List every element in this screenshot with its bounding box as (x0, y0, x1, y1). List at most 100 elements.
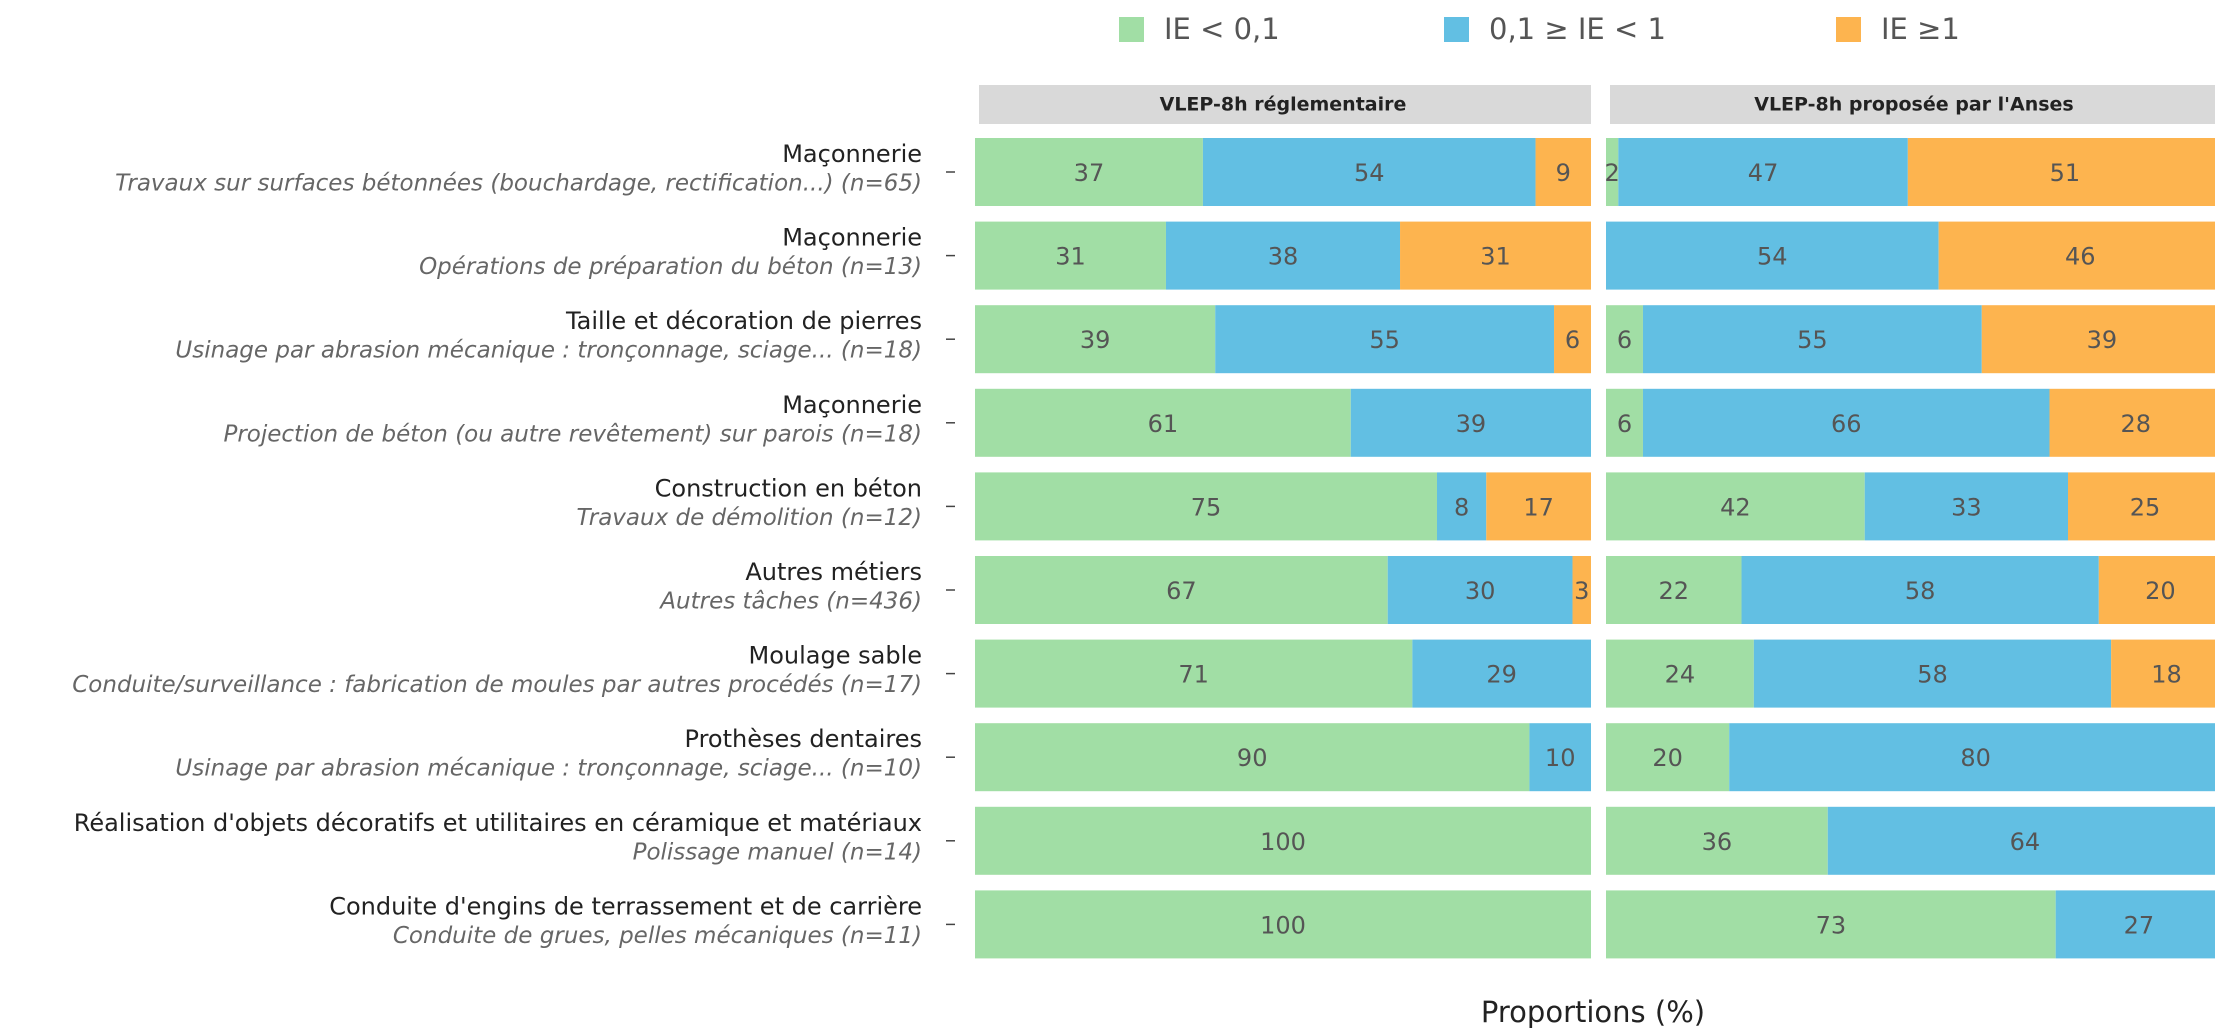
category-detail: Conduite/surveillance : fabrication de m… (72, 672, 922, 698)
bar-segment (1642, 388, 2050, 457)
bar-segment (2068, 472, 2215, 541)
bar-value-label: 20 (2145, 577, 2176, 605)
bar-value-label: 46 (2065, 243, 2096, 271)
bar-value-label: 39 (2087, 326, 2118, 354)
bar-value-label: 28 (2120, 410, 2151, 438)
bar-value-label: 30 (1465, 577, 1496, 605)
bar-segment (1165, 221, 1401, 290)
bar-value-label: 75 (1191, 493, 1222, 521)
bar-segment (1642, 305, 1982, 374)
legend-label: 0,1 ≥ IE < 1 (1489, 12, 1666, 46)
category-label: Construction en béton (655, 474, 922, 502)
bar-segment (975, 388, 1351, 457)
bar-value-label: 6 (1617, 326, 1632, 354)
facet-strip (979, 85, 1591, 124)
legend-swatch (1444, 17, 1469, 42)
bar-value-label: 25 (2130, 493, 2161, 521)
bar-value-label: 61 (1148, 410, 1179, 438)
bar-value-label: 6 (1565, 326, 1580, 354)
bar-segment (1554, 305, 1591, 374)
bar-value-label: 58 (1917, 661, 1948, 689)
bar-value-label: 10 (1545, 744, 1576, 772)
bar-value-label: 17 (1523, 493, 1554, 521)
category-label: Maçonnerie (782, 391, 922, 419)
bar-value-label: 66 (1831, 410, 1862, 438)
bar-segment (1606, 723, 1730, 792)
bar-segment (975, 472, 1437, 541)
bar-value-label: 9 (1556, 159, 1571, 187)
bar-segment (1606, 221, 1939, 290)
bar-value-label: 8 (1454, 493, 1469, 521)
category-detail: Opérations de préparation du béton (n=13… (419, 254, 922, 280)
category-label: Maçonnerie (782, 140, 922, 168)
bar-value-label: 22 (1658, 577, 1689, 605)
x-axis-label: Proportions (%) (1481, 995, 1705, 1029)
bar-value-label: 54 (1354, 159, 1385, 187)
bar-segment (1529, 723, 1591, 792)
bar-value-label: 51 (2050, 159, 2081, 187)
category-detail: Polissage manuel (n=14) (633, 839, 922, 865)
bar-value-label: 37 (1074, 159, 1105, 187)
category-detail: Travaux de démolition (n=12) (576, 505, 922, 531)
bar-value-label: 20 (1652, 744, 1683, 772)
bar-segment (975, 305, 1216, 374)
bar-segment (1400, 221, 1591, 290)
facet-title: VLEP-8h proposée par l'Anses (1754, 94, 2073, 116)
bar-segment (1606, 138, 1619, 206)
bar-segment (975, 556, 1388, 624)
legend-swatch (1836, 17, 1861, 42)
bar-value-label: 31 (1480, 243, 1511, 271)
bar-segment (1202, 138, 1536, 206)
category-detail: Projection de béton (ou autre revêtement… (223, 421, 922, 447)
bar-segment (1606, 556, 1742, 624)
bar-value-label: 55 (1369, 326, 1400, 354)
bar-segment (1938, 221, 2215, 290)
bar-value-label: 39 (1456, 410, 1487, 438)
legend-swatch (1119, 17, 1144, 42)
bar-segment (975, 890, 1591, 959)
bar-value-label: 38 (1268, 243, 1299, 271)
bar-segment (1606, 472, 1865, 541)
bar-value-label: 24 (1665, 661, 1696, 689)
bar-value-label: 64 (2010, 828, 2041, 856)
bar-segment (1350, 388, 1591, 457)
legend-label: IE ≥1 (1881, 12, 1960, 46)
bar-segment (1412, 639, 1591, 708)
bar-segment (2055, 890, 2215, 959)
bar-segment (975, 639, 1413, 708)
bar-segment (1215, 305, 1555, 374)
bar-segment (2111, 639, 2215, 708)
category-detail: Autres tâches (n=436) (658, 589, 922, 615)
category-label: Autres métiers (745, 558, 922, 586)
bar-segment (1437, 472, 1487, 541)
bar-value-label: 3 (1574, 577, 1589, 605)
category-label: Moulage sable (749, 642, 922, 670)
bar-segment (1535, 138, 1591, 206)
bar-value-label: 73 (1816, 911, 1847, 939)
category-detail: Travaux sur surfaces bétonnées (bouchard… (115, 171, 922, 197)
bar-segment (1741, 556, 2099, 624)
bar-segment (975, 806, 1591, 875)
bar-segment (975, 221, 1166, 290)
bar-segment (1753, 639, 2112, 708)
bar-segment (1572, 556, 1591, 624)
bar-segment (975, 723, 1530, 792)
bar-segment (1606, 806, 1828, 875)
bar-value-label: 27 (2124, 911, 2155, 939)
bar-value-label: 100 (1260, 828, 1306, 856)
bar-value-label: 47 (1748, 159, 1779, 187)
bar-value-label: 80 (1960, 744, 1991, 772)
category-label: Maçonnerie (782, 224, 922, 252)
legend-label: IE < 0,1 (1164, 12, 1280, 46)
bar-value-label: 90 (1237, 744, 1268, 772)
bar-value-label: 71 (1178, 661, 1209, 689)
bar-value-label: 54 (1757, 243, 1788, 271)
bar-segment (1606, 639, 1754, 708)
category-label: Prothèses dentaires (685, 725, 922, 753)
category-label: Réalisation d'objets décoratifs et utili… (74, 809, 922, 837)
facet-strip (1610, 85, 2215, 124)
bar-segment (2049, 388, 2215, 457)
bar-value-label: 18 (2151, 661, 2182, 689)
bar-segment (1486, 472, 1591, 541)
